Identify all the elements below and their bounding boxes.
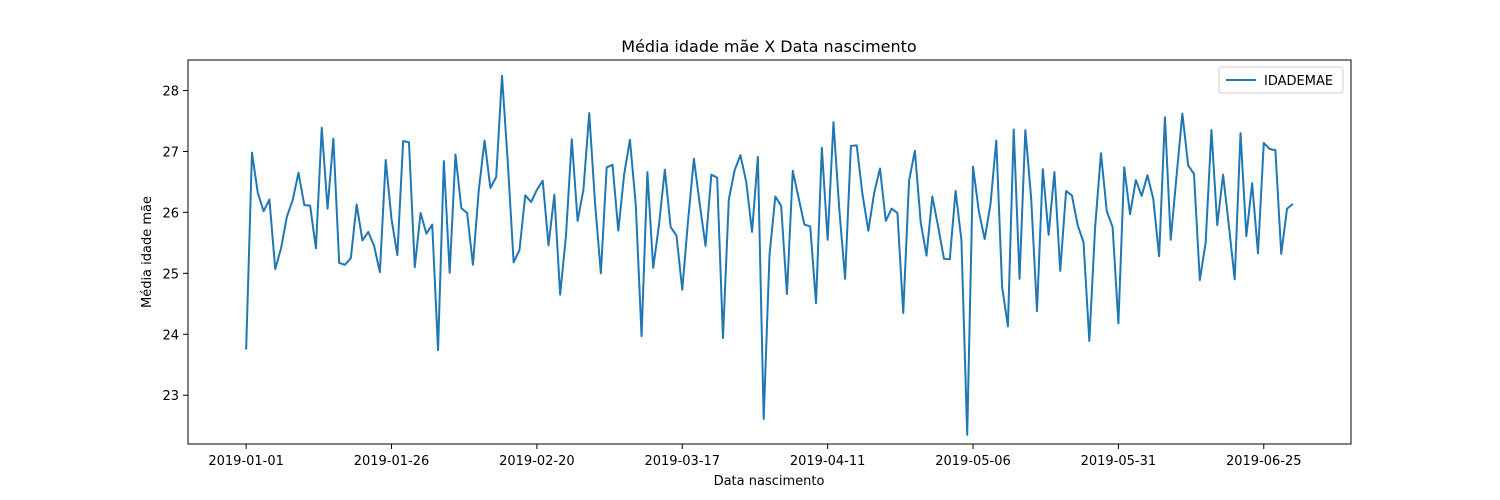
legend-label: IDADEMAE — [1264, 74, 1333, 89]
chart-title: Média idade mãe X Data nascimento — [621, 37, 916, 56]
y-tick-label: 26 — [162, 206, 179, 221]
x-tick-label: 2019-05-06 — [935, 454, 1011, 469]
y-axis-title: Média idade mãe — [140, 196, 155, 308]
plot-frame — [187, 59, 1352, 445]
x-tick-label: 2019-02-20 — [499, 454, 575, 469]
series-layer — [245, 74, 1294, 436]
x-axis: 2019-01-01 2019-01-26 2019-02-20 2019-03-17… — [208, 444, 1302, 469]
y-tick-label: 24 — [162, 328, 179, 343]
y-tick-label: 27 — [162, 145, 179, 160]
legend: IDADEMAE — [1218, 66, 1344, 94]
series-line — [245, 74, 1294, 436]
y-tick-label: 23 — [162, 389, 179, 404]
y-axis: 23 24 25 26 27 28 — [162, 84, 188, 404]
x-tick-label: 2019-03-17 — [644, 454, 720, 469]
legend-box — [1218, 66, 1344, 94]
x-tick-label: 2019-06-25 — [1226, 454, 1302, 469]
x-tick-label: 2019-01-26 — [354, 454, 430, 469]
x-tick-label: 2019-01-01 — [208, 454, 284, 469]
y-tick-label: 28 — [162, 84, 179, 99]
x-tick-label: 2019-05-31 — [1081, 454, 1157, 469]
y-tick-label: 25 — [162, 267, 179, 282]
x-tick-label: 2019-04-11 — [790, 454, 866, 469]
x-axis-title: Data nascimento — [714, 474, 825, 489]
